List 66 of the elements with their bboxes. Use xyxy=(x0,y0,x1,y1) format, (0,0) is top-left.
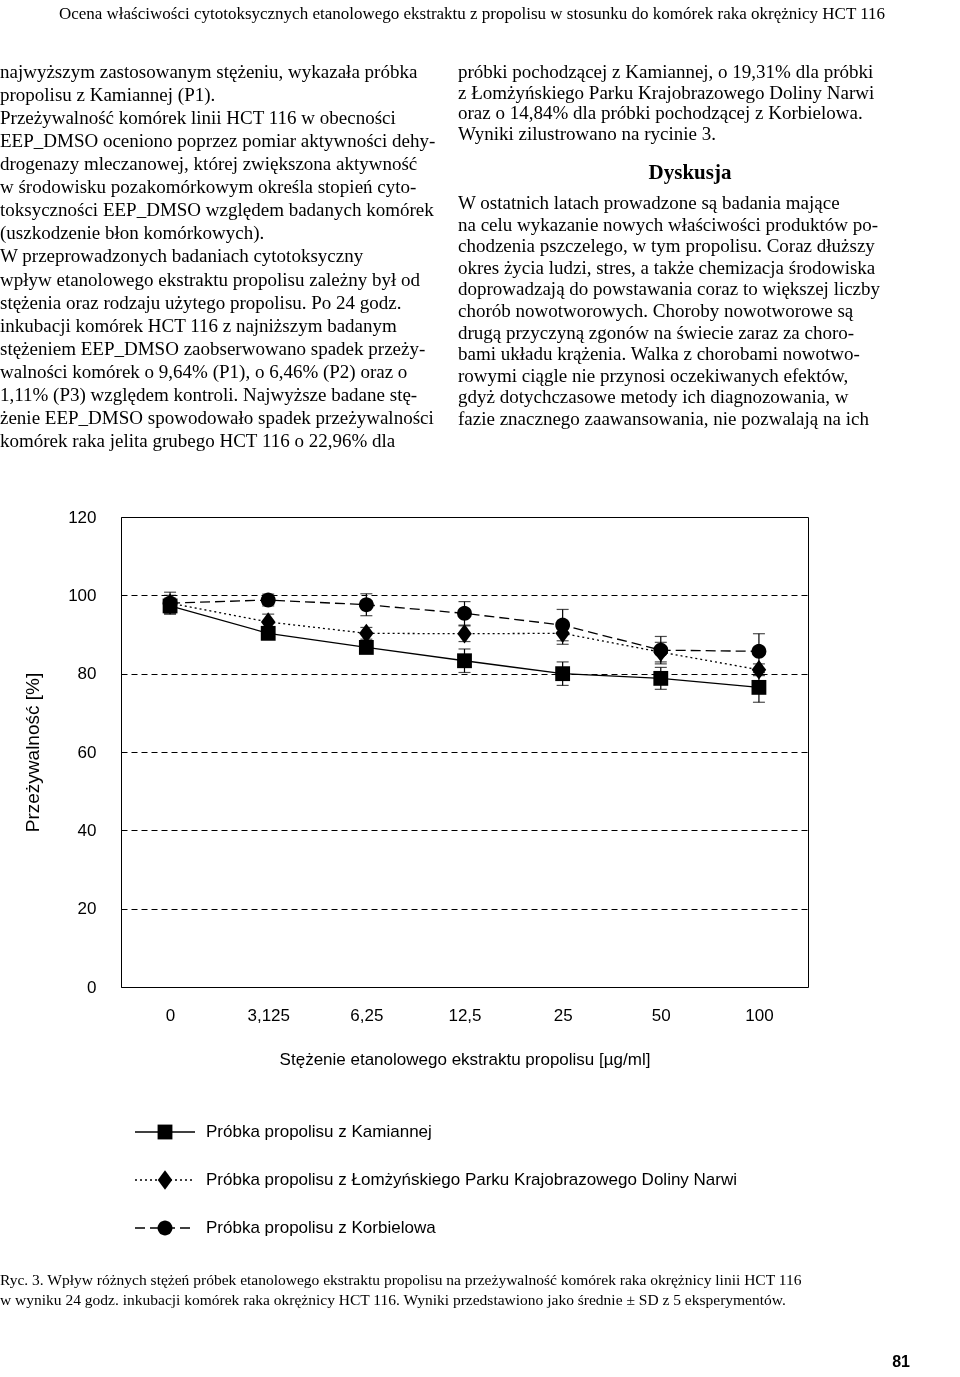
text: w wyniku 24 godz. inkubacji komórek raka okrężnicy HCT 116. Wyniki przedstawiono jako średnie ± SD z 5 eksperymentów. xyxy=(0,1291,786,1308)
text: rowymi ciągle nie przynosi oczekiwanych efektów, xyxy=(458,364,849,386)
text: (uszkodzenie błon komórkowych). xyxy=(0,222,265,245)
text: stężeniem EEP_DMSO zaobserwowano spadek przeży- xyxy=(0,337,426,359)
point xyxy=(653,670,669,686)
y-tick-label: 40 xyxy=(77,820,97,840)
text: w środowisku pozakomórkowym określa stopień cyto- xyxy=(0,176,417,198)
legend-label: Próbka propolisu z Korbielowa xyxy=(206,1218,437,1237)
text: doprowadzają do powstawania coraz to większej liczby xyxy=(458,278,881,300)
text: okres życia ludzi, stres, a także chemizacja środowiska xyxy=(458,256,876,278)
point xyxy=(751,643,767,659)
text: z Łomżyńskiego Parku Krajobrazowego Doliny Narwi xyxy=(458,81,875,103)
point xyxy=(358,640,374,655)
text: najwyższym zastosowanym stężeniu, wykazała próbka xyxy=(0,61,418,82)
point xyxy=(457,653,472,669)
point xyxy=(457,605,472,621)
text: drogenazy mleczanowej, której zwiększona aktywność xyxy=(0,153,418,175)
text: Wyniki zilustrowano na rycinie 3. xyxy=(458,123,716,145)
text: inkubacji komórek HCT 116 z najniższym badanym xyxy=(0,314,398,336)
text: gdyż dotychczasowe metody ich diagnozowania, w xyxy=(458,386,849,408)
text: próbki pochodzącej z Kamiannej, o 19,31% dla próbki xyxy=(458,61,874,82)
text: 81 xyxy=(892,1353,911,1370)
text: W ostatnich latach prowadzone są badania mające xyxy=(458,192,840,213)
text: stężenia oraz rodzaju użytego propolisu. Po 24 godz. xyxy=(0,291,402,313)
text: komórek raka jelita grubego HCT 116 o 22,96% dla xyxy=(0,429,396,451)
y-tick-label: 100 xyxy=(68,585,97,605)
point xyxy=(358,597,374,613)
text: Dyskusja xyxy=(648,160,732,184)
text: żenie EEP_DMSO spowodowało spadek przeżywalności xyxy=(0,406,434,428)
text: 1,11% (P3) względem kontroli. Najwyższe badane stę- xyxy=(0,383,418,406)
x-tick-label: 6,25 xyxy=(350,1005,384,1025)
text: Ocena właściwości cytotoksycznych etanolowego ekstraktu z propolisu w stosunku do komórek raka okrężnicy HCT 116 xyxy=(58,4,886,23)
text: EEP_DMSO oceniono poprzez pomiar aktywności dehy- xyxy=(0,130,436,152)
x-tick-label: 25 xyxy=(553,1005,573,1025)
y-tick-label: 120 xyxy=(68,507,97,527)
point xyxy=(555,617,571,633)
point xyxy=(555,666,571,682)
point xyxy=(653,642,669,658)
text: chorób nowotworowych. Choroby nowotworowe są xyxy=(458,300,854,321)
legend-label: Próbka propolisu z Łomżyńskiego Parku Krajobrazowego Doliny Narwi xyxy=(206,1170,738,1189)
text: Ryc. 3. Wpływ różnych stężeń próbek etanolowego ekstraktu propolisu na przeżywalność komórek raka okrężnicy linii HCT 116 xyxy=(0,1271,802,1288)
text: oraz o 14,84% dla próbki pochodzącej z Korbielowa. xyxy=(458,102,863,124)
x-tick-label: 0 xyxy=(165,1005,176,1025)
y-tick-label: 80 xyxy=(77,664,97,684)
text: W przeprowadzonych badaniach cytotoksyczny xyxy=(0,245,364,267)
text: Przeżywalność komórek linii HCT 116 w obecności xyxy=(0,107,396,129)
x-tick-label: 100 xyxy=(745,1005,774,1025)
y-tick-label: 0 xyxy=(87,977,97,997)
text: chodzenia pszczelego, w tym propolisu. Coraz dłuższy xyxy=(458,235,876,257)
y-axis-title: Przeżywalność [%] xyxy=(22,672,44,833)
point xyxy=(751,679,767,695)
text: wpływ etanolowego ekstraktu propolisu zależny był od xyxy=(0,268,421,290)
x-axis-title: Stężenie etanolowego ekstraktu propolisu [µg/ml] xyxy=(279,1049,651,1069)
text: propolisu z Kamiannej (P1). xyxy=(0,84,216,107)
text: walności komórek o 9,64% (P1), o 6,46% (P2) oraz o xyxy=(0,360,408,383)
x-tick-label: 3,125 xyxy=(247,1005,290,1025)
text: drugą przyczyną zgonów na świecie zaraz za choro- xyxy=(458,321,855,343)
y-tick-label: 20 xyxy=(77,899,97,919)
legend-label: Próbka propolisu z Kamiannej xyxy=(206,1122,432,1141)
y-tick-label: 60 xyxy=(77,742,97,762)
text: fazie znacznego zaawansowania, nie pozwalają na ich xyxy=(458,408,870,429)
text: bami układu krążenia. Walka z chorobami nowotwo- xyxy=(458,343,860,365)
x-tick-label: 50 xyxy=(651,1005,671,1025)
text: na celu wykazanie nowych właściwości produktów po- xyxy=(458,213,878,235)
x-tick-label: 12,5 xyxy=(448,1005,482,1025)
text: toksyczności EEP_DMSO względem badanych komórek xyxy=(0,199,435,221)
